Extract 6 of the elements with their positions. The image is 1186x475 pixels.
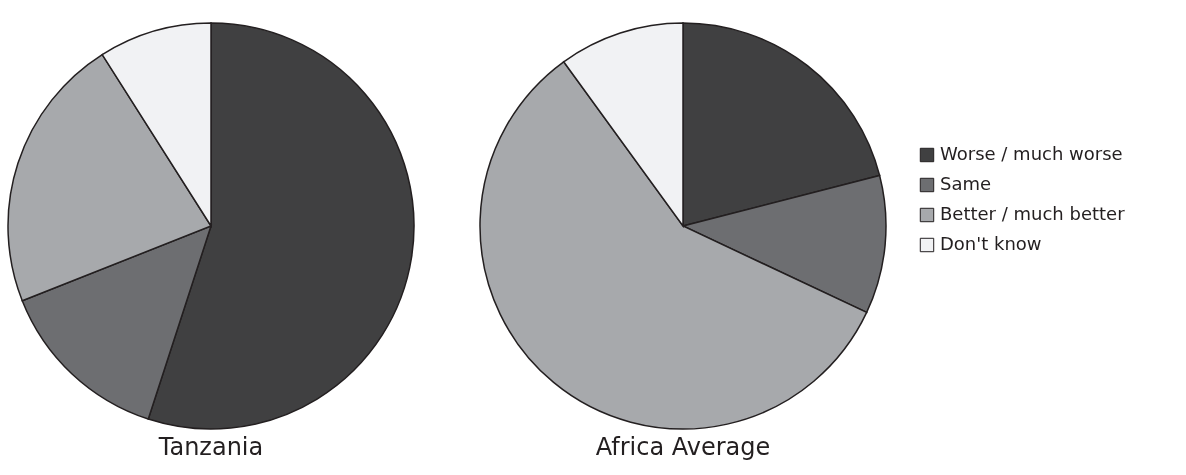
text: Tanzania — [157, 433, 264, 461]
legend-label: Worse / much worse — [940, 143, 1123, 164]
legend-label: Better / much better — [940, 203, 1126, 224]
legend-label: Same — [940, 173, 992, 194]
legend-label: Don't know — [940, 233, 1042, 254]
text: Africa Average — [595, 433, 771, 461]
